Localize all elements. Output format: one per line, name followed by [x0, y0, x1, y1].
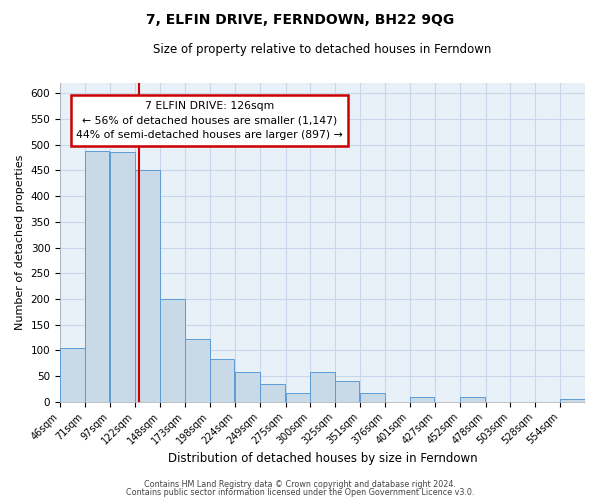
- Bar: [335, 381, 359, 402]
- Bar: [235, 372, 260, 402]
- Bar: [361, 393, 385, 402]
- Bar: [560, 399, 585, 402]
- Text: 7, ELFIN DRIVE, FERNDOWN, BH22 9QG: 7, ELFIN DRIVE, FERNDOWN, BH22 9QG: [146, 12, 454, 26]
- Bar: [310, 372, 335, 402]
- Bar: [160, 299, 185, 402]
- Bar: [210, 359, 235, 402]
- Bar: [410, 396, 434, 402]
- Bar: [60, 348, 85, 402]
- Text: Contains HM Land Registry data © Crown copyright and database right 2024.: Contains HM Land Registry data © Crown c…: [144, 480, 456, 489]
- Y-axis label: Number of detached properties: Number of detached properties: [15, 154, 25, 330]
- Bar: [110, 152, 135, 402]
- X-axis label: Distribution of detached houses by size in Ferndown: Distribution of detached houses by size …: [168, 452, 478, 465]
- Bar: [260, 384, 284, 402]
- Text: 7 ELFIN DRIVE: 126sqm
← 56% of detached houses are smaller (1,147)
44% of semi-d: 7 ELFIN DRIVE: 126sqm ← 56% of detached …: [76, 100, 343, 140]
- Title: Size of property relative to detached houses in Ferndown: Size of property relative to detached ho…: [154, 42, 492, 56]
- Bar: [135, 170, 160, 402]
- Bar: [286, 393, 310, 402]
- Bar: [460, 396, 485, 402]
- Text: Contains public sector information licensed under the Open Government Licence v3: Contains public sector information licen…: [126, 488, 474, 497]
- Bar: [85, 152, 109, 402]
- Bar: [185, 339, 210, 402]
